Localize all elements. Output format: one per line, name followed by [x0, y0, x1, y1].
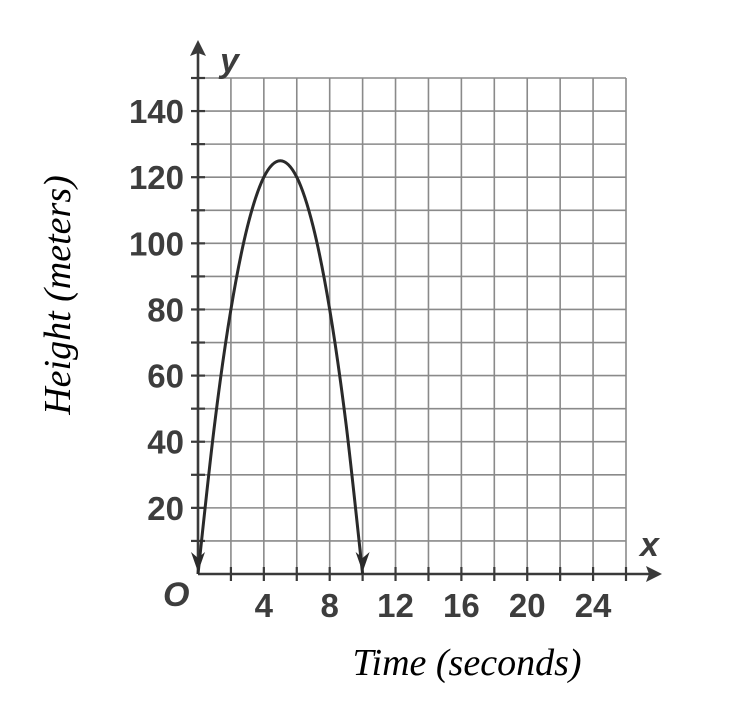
x-tick-label: 24	[575, 587, 612, 624]
height-curve	[196, 159, 365, 575]
y-axis-title: Height (meters)	[37, 175, 79, 416]
ticks: 4 8 12 16 20 24 20 40 60 80 100 120 140	[129, 76, 628, 624]
x-tick-label: 4	[255, 587, 274, 624]
plot-area	[191, 159, 370, 575]
grid	[198, 77, 627, 574]
y-tick-label: 40	[147, 424, 184, 461]
y-tick-label: 20	[147, 490, 184, 527]
curve-arrow-icon	[355, 552, 370, 572]
curve-arrow-icon	[191, 552, 205, 572]
y-tick-label: 80	[147, 291, 184, 328]
x-axis-title: Time (seconds)	[352, 642, 581, 684]
y-axis-letter: y	[218, 42, 241, 80]
y-tick-label: 140	[129, 93, 184, 130]
x-tick-label: 12	[377, 587, 414, 624]
x-axis-arrow-icon	[646, 566, 662, 582]
x-tick-label: 8	[321, 587, 339, 624]
axes	[190, 40, 662, 582]
y-tick-label: 60	[147, 358, 184, 395]
y-axis-arrow-icon	[190, 40, 206, 56]
x-tick-label: 20	[509, 587, 546, 624]
x-axis-letter: x	[638, 526, 661, 564]
x-tick-label: 16	[443, 587, 480, 624]
origin-label: O	[163, 576, 189, 614]
y-tick-label: 100	[129, 225, 184, 262]
y-tick-label: 120	[129, 159, 184, 196]
